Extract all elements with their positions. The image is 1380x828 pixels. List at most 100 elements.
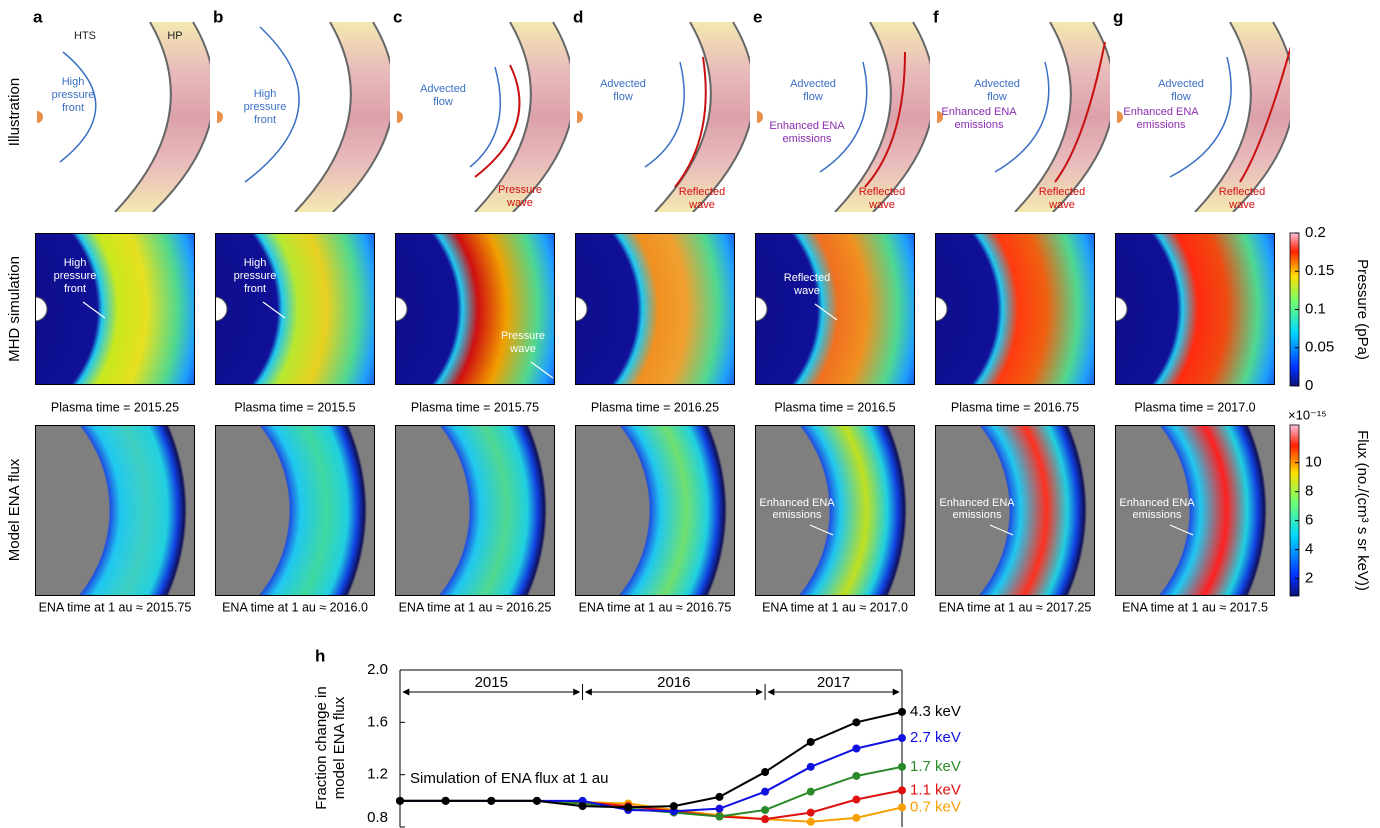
flow-curve xyxy=(59,51,97,163)
y-tick-label: 2.0 xyxy=(367,661,388,678)
flow-curve xyxy=(244,26,300,183)
frame xyxy=(1115,425,1275,596)
frame xyxy=(575,425,735,596)
frame xyxy=(755,425,915,596)
sun xyxy=(37,111,43,123)
label-line: emissions xyxy=(1137,119,1186,131)
series-point xyxy=(396,796,404,805)
frame xyxy=(215,233,375,385)
series-point xyxy=(715,812,724,821)
frame xyxy=(755,233,915,385)
label-line: pressure xyxy=(54,270,97,282)
sun-disc xyxy=(755,296,768,322)
heliopause xyxy=(872,22,930,212)
label-line: emissions xyxy=(1133,509,1182,521)
series-point xyxy=(806,808,815,817)
label-line: emissions xyxy=(955,119,1004,131)
frame xyxy=(1115,233,1275,385)
pointer xyxy=(530,361,554,379)
mhd-map xyxy=(395,233,555,385)
colorbar-tick-label: 0 xyxy=(1305,377,1313,394)
series-point xyxy=(441,796,450,805)
series-point xyxy=(898,707,906,716)
colorbar-exponent: ×10⁻¹⁵ xyxy=(1288,407,1327,422)
mhd-caption: Plasma time = 2016.75 xyxy=(951,400,1079,414)
sun-disc xyxy=(1115,296,1128,322)
y-tick-label: 1.2 xyxy=(367,766,388,783)
label-line: flow xyxy=(803,91,823,103)
period-label: 2017 xyxy=(817,674,850,691)
label-line: wave xyxy=(793,285,820,297)
row-label: Illustration xyxy=(6,78,23,146)
frame xyxy=(395,425,555,596)
series-line xyxy=(400,789,903,821)
series-line xyxy=(400,710,903,809)
frame xyxy=(35,233,195,385)
label-line: flow xyxy=(1171,91,1191,103)
label-line: High xyxy=(244,257,267,269)
heliosheath-band xyxy=(475,22,570,212)
label-line: Enhanced ENA xyxy=(769,120,845,132)
label-line: front xyxy=(254,114,276,126)
sun xyxy=(397,111,403,123)
ena-map xyxy=(35,425,195,596)
series-point xyxy=(852,795,861,804)
panel-letter: e xyxy=(753,7,762,26)
flow-curve xyxy=(1169,56,1232,178)
label-line: High xyxy=(64,257,87,269)
series-point xyxy=(669,802,678,811)
frame xyxy=(575,233,735,385)
heliosheath-band xyxy=(115,22,210,212)
colorbar-tick-label: 0.2 xyxy=(1305,224,1326,241)
pointer xyxy=(989,524,1014,536)
termination-shock xyxy=(474,22,532,212)
ena-caption: ENA time at 1 au ≈ 2017.0 xyxy=(762,600,908,614)
mhd-map xyxy=(35,233,195,385)
label-line: wave xyxy=(1228,199,1255,211)
ena-caption: ENA time at 1 au ≈ 2015.75 xyxy=(39,600,192,614)
panel-letter: f xyxy=(933,7,939,26)
series-point xyxy=(761,768,770,777)
colorbar xyxy=(1289,424,1300,597)
heliopause xyxy=(1232,22,1290,212)
mhd-caption: Plasma time = 2015.75 xyxy=(411,400,539,414)
heliosheath-band xyxy=(655,22,750,212)
colorbar-tick-label: 10 xyxy=(1305,454,1322,471)
termination-shock xyxy=(294,22,352,212)
mhd-panel xyxy=(935,233,1095,385)
label-line: pressure xyxy=(52,89,95,101)
panel-letter: b xyxy=(213,7,223,26)
colorbar-tick-label: 0.05 xyxy=(1305,339,1334,356)
heliopause xyxy=(692,22,750,212)
series-point xyxy=(806,737,815,746)
sun xyxy=(757,111,763,123)
frame xyxy=(215,425,375,596)
label-line: emissions xyxy=(773,509,822,521)
ena-panel xyxy=(575,425,735,596)
series-label: 1.7 keV xyxy=(910,758,961,775)
label-line: HP xyxy=(167,30,182,42)
mhd-map xyxy=(215,233,375,385)
label-line: Advected xyxy=(790,78,836,90)
label-line: Reflected xyxy=(1219,186,1265,198)
label-line: front xyxy=(62,102,84,114)
annotation: Simulation of ENA flux at 1 au xyxy=(410,770,608,787)
row-label: Model ENA flux xyxy=(6,458,23,561)
termination-shock xyxy=(834,22,892,212)
ena-map xyxy=(1115,425,1275,596)
heliopause xyxy=(152,22,210,212)
ena-panel xyxy=(215,425,375,596)
sun xyxy=(937,111,943,123)
ena-map xyxy=(575,425,735,596)
label-line: Reflected xyxy=(1039,186,1085,198)
series-label: 2.7 keV xyxy=(910,729,961,746)
period-label: 2015 xyxy=(475,674,508,691)
